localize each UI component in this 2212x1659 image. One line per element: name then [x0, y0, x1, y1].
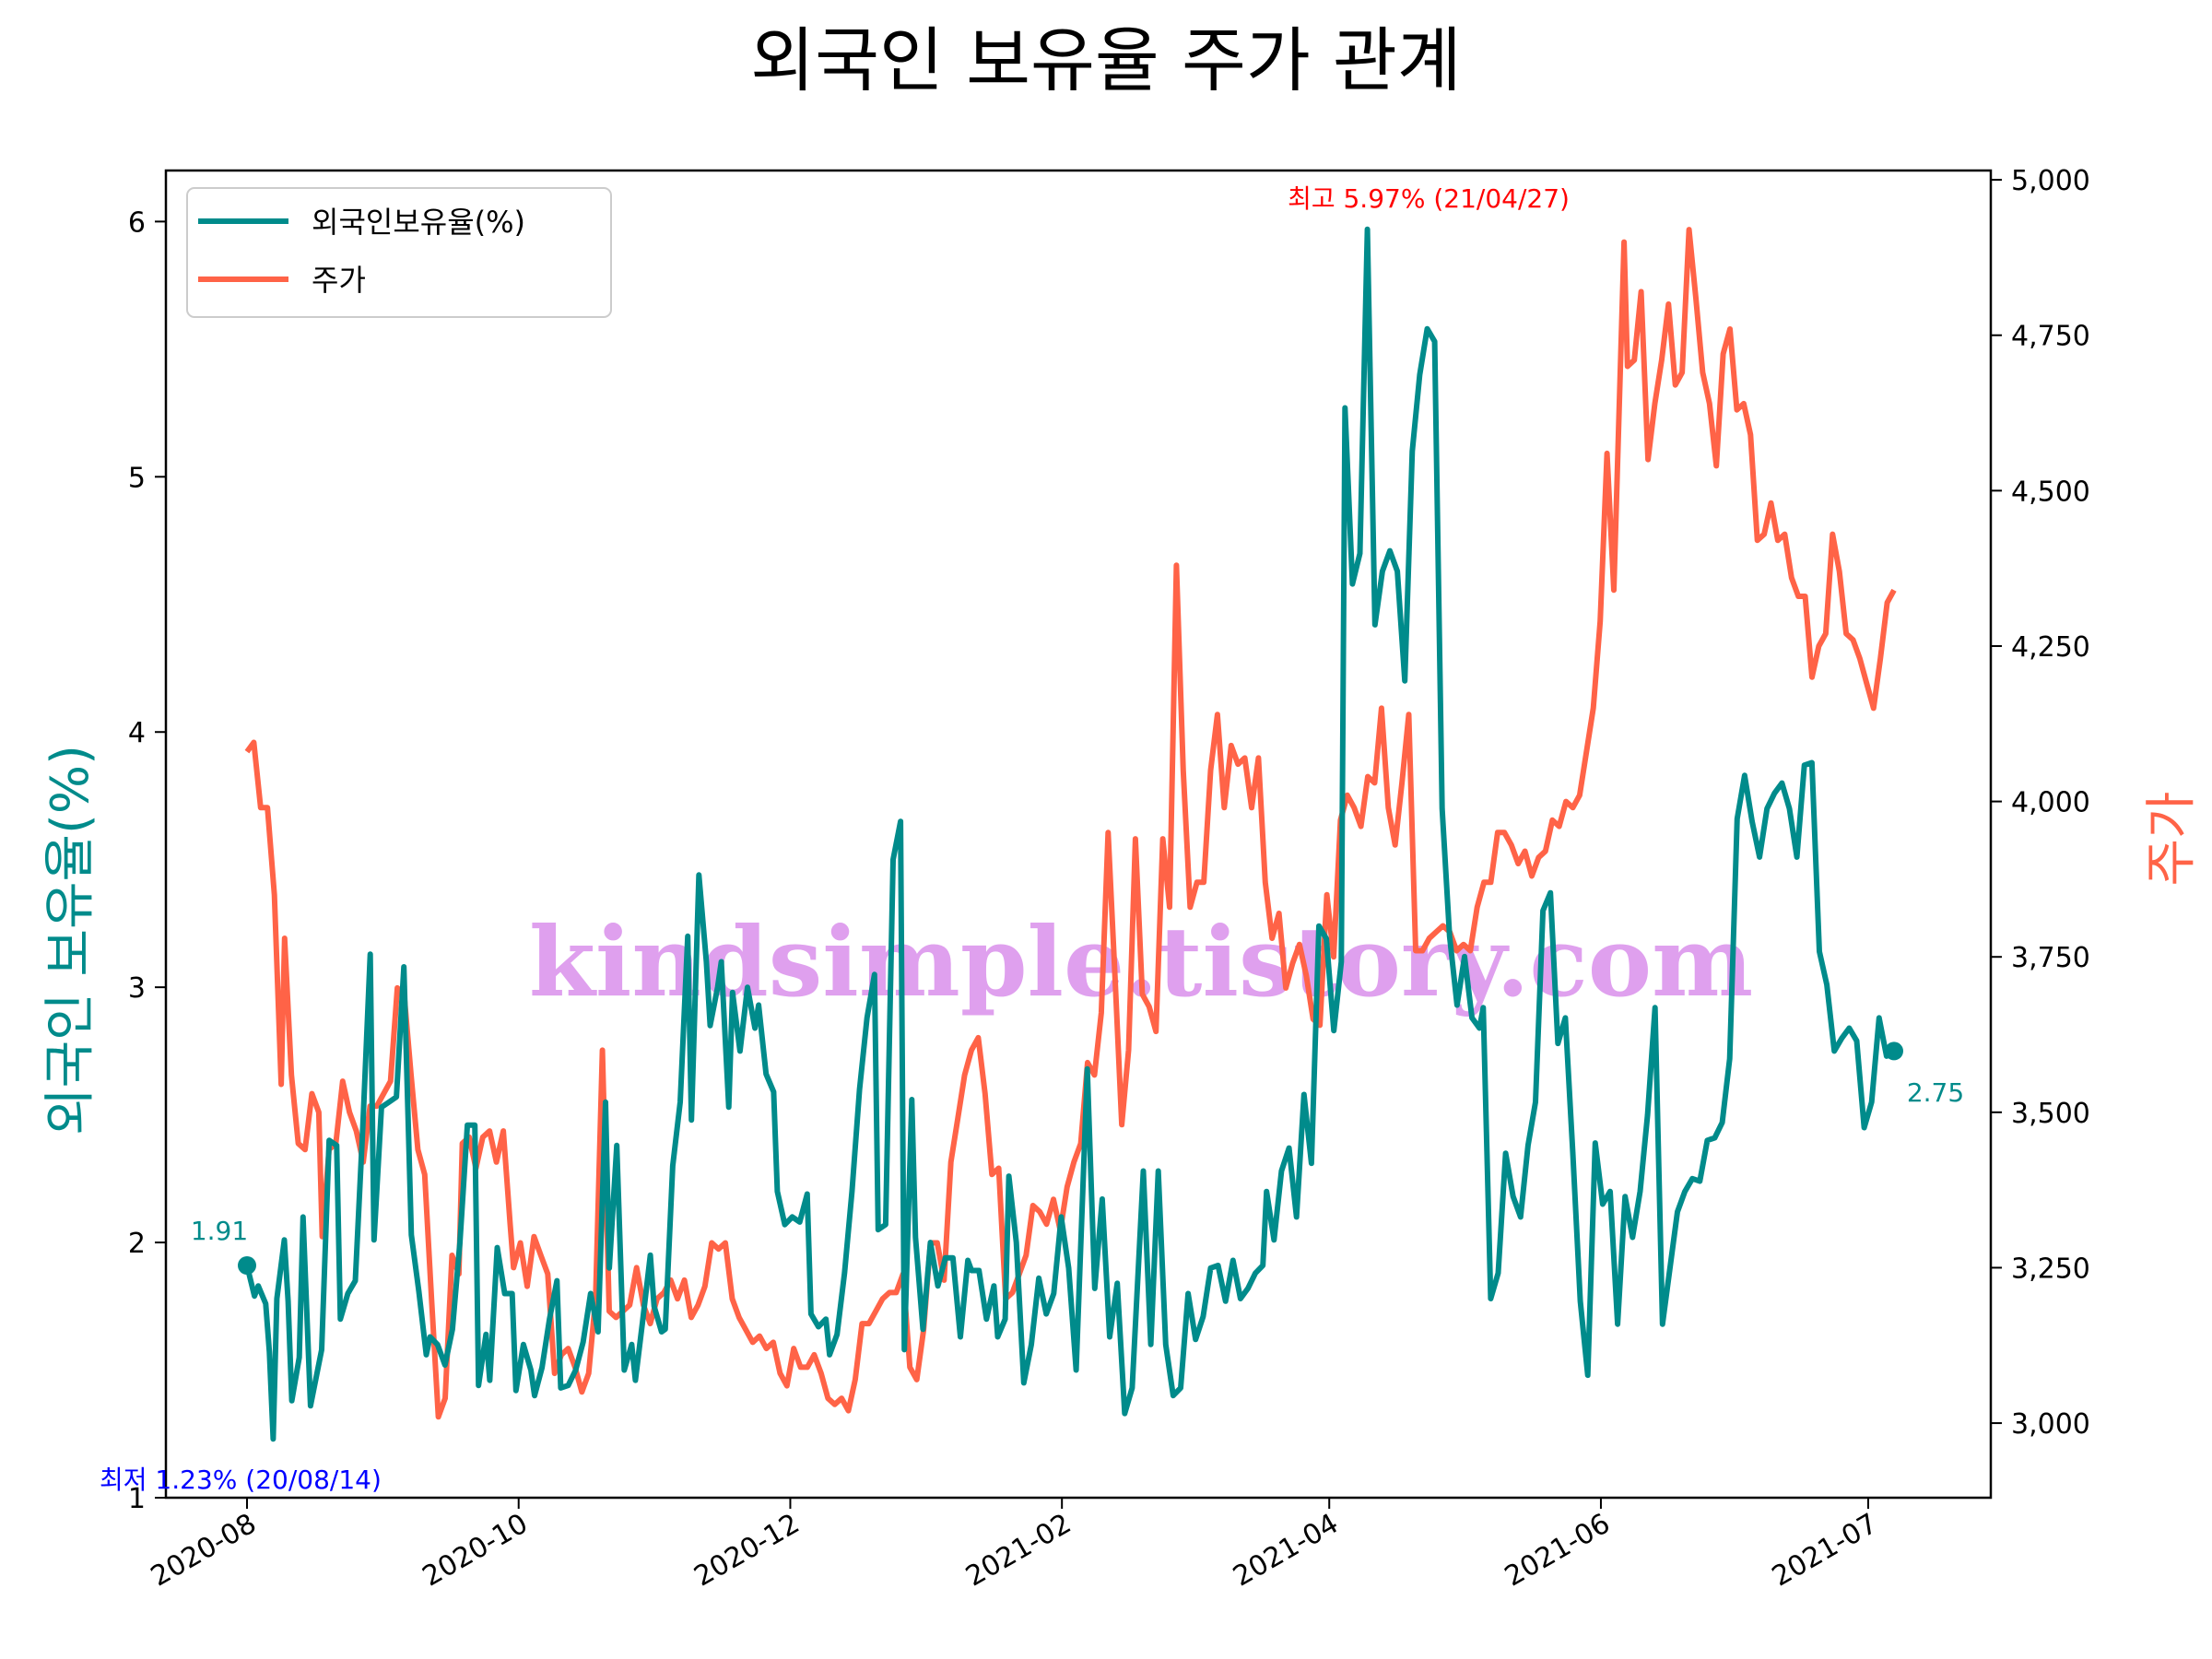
left-tick-label: 2 — [128, 1228, 146, 1260]
max-annotation: 최고 5.97% (21/04/27) — [1288, 183, 1570, 214]
left-tick-label: 1 — [128, 1483, 146, 1515]
foreign-ratio-series-line — [244, 226, 1896, 1442]
left-tick-label: 5 — [128, 462, 146, 494]
x-tick-label: 2020-12 — [688, 1508, 805, 1594]
x-tick-label: 2021-04 — [1228, 1508, 1344, 1594]
chart-title: 외국인 보유율 주가 관계 — [750, 19, 1462, 101]
series-layer — [244, 226, 1897, 1442]
start-point-marker — [238, 1256, 256, 1275]
y-axis-left-label: 외국인 보유율(%) — [41, 745, 100, 1135]
start-value-label: 1.91 — [191, 1216, 248, 1246]
right-tick-label: 4,250 — [2011, 631, 2090, 664]
x-tick-label: 2021-02 — [960, 1508, 1077, 1594]
right-tick-label: 4,000 — [2011, 787, 2090, 819]
legend-frame — [186, 187, 612, 318]
left-tick-label: 4 — [128, 717, 146, 749]
right-tick-label: 5,000 — [2011, 165, 2090, 197]
x-tick-label: 2020-10 — [418, 1508, 534, 1594]
y-axis-right-label: 주가 — [2142, 791, 2202, 886]
price-series-line — [244, 227, 1897, 1420]
left-tick-label: 6 — [128, 206, 146, 239]
min-annotation: 최저 1.23% (20/08/14) — [100, 1465, 382, 1495]
right-tick-label: 3,750 — [2011, 942, 2090, 974]
x-axis: 2020-08 2020-10 2020-12 2021-02 2021-04 2021-… — [146, 1498, 1883, 1594]
right-tick-label: 4,500 — [2011, 476, 2090, 508]
right-tick-label: 3,000 — [2011, 1408, 2090, 1441]
left-axis: 1 2 3 4 5 6 — [128, 206, 166, 1515]
right-axis: 3,000 3,250 3,500 3,750 4,000 4,250 4,500 4,750… — [1991, 165, 2090, 1441]
marker-layer — [238, 1041, 1903, 1275]
left-tick-label: 3 — [128, 972, 146, 1005]
plot-frame — [164, 169, 1993, 1500]
legend: 외국인보유율(%) 주가 — [186, 187, 612, 318]
end-value-label: 2.75 — [1907, 1077, 1964, 1108]
x-tick-label: 2021-06 — [1500, 1508, 1616, 1594]
right-tick-label: 3,500 — [2011, 1098, 2090, 1130]
legend-label-foreign-ratio: 외국인보유율(%) — [312, 205, 525, 240]
end-point-marker — [1885, 1041, 1903, 1061]
legend-label-price: 주가 — [312, 263, 366, 298]
x-tick-label: 2021-07 — [1767, 1508, 1883, 1594]
right-tick-label: 4,750 — [2011, 321, 2090, 353]
right-tick-label: 3,250 — [2011, 1253, 2090, 1285]
x-tick-label: 2020-08 — [146, 1508, 262, 1594]
